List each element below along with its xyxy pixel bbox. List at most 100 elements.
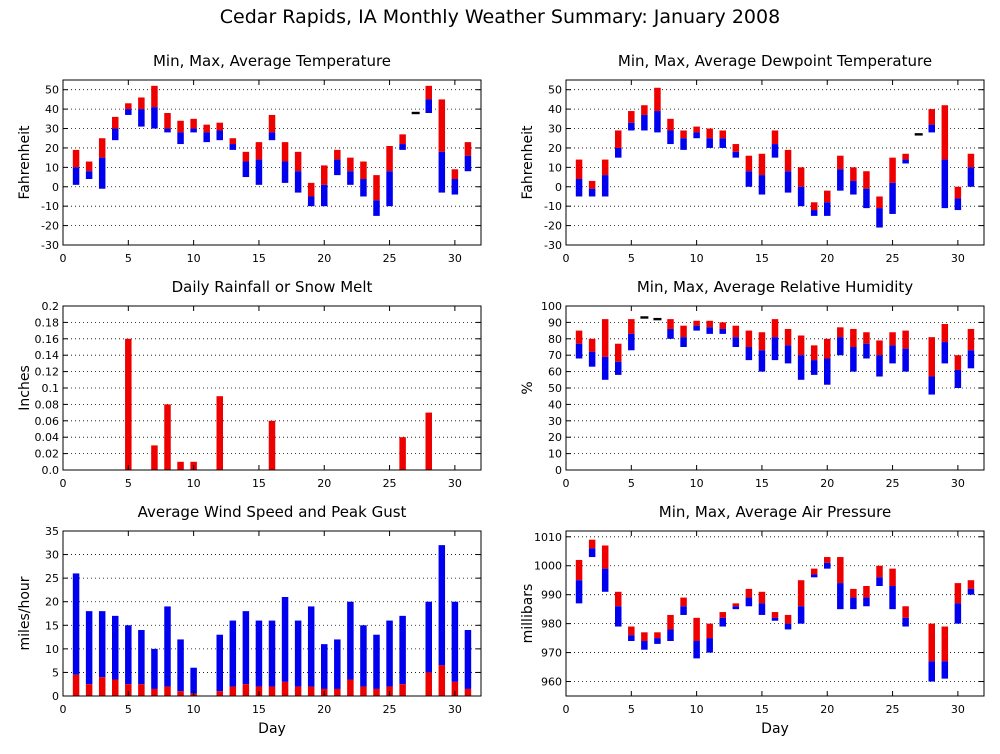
bar-lower <box>588 188 596 197</box>
x-tick-label: 10 <box>187 477 201 490</box>
bar-upper <box>967 153 975 168</box>
bar-upper <box>797 167 805 187</box>
bar-upper <box>889 157 896 183</box>
bar-lower <box>719 138 726 148</box>
bar-avg <box>268 686 276 696</box>
bar-avg <box>334 688 341 696</box>
bar-upper <box>294 151 302 172</box>
bar-peak <box>151 648 158 689</box>
bar-upper <box>850 328 857 347</box>
bar-upper <box>601 319 609 357</box>
bar-lower <box>347 171 354 185</box>
bar-avg <box>399 684 406 696</box>
x-tick-label: 25 <box>383 252 397 265</box>
y-tick-label: 980 <box>541 618 562 631</box>
x-tick-label: 5 <box>125 252 132 265</box>
chart-title: Min, Max, Average Temperature <box>153 52 391 70</box>
bar-peak <box>177 639 184 692</box>
bar-lower <box>425 99 432 113</box>
bar-upper <box>680 597 687 607</box>
bar-upper <box>615 343 622 362</box>
bar-lower <box>680 138 687 150</box>
bar-upper <box>628 111 635 123</box>
bar-lower <box>177 132 184 145</box>
y-tick-label: 990 <box>541 589 562 602</box>
bar-upper <box>615 591 622 607</box>
bar-avg <box>164 686 171 696</box>
y-tick-label: 25 <box>45 572 59 585</box>
bar-lower <box>706 138 713 148</box>
x-tick-label: 5 <box>125 703 132 716</box>
y-tick-label: 0.16 <box>35 333 60 346</box>
bar-upper <box>941 626 949 662</box>
bar-upper <box>745 330 753 347</box>
bar-upper <box>928 623 935 662</box>
bar-lower <box>399 144 406 150</box>
bar-upper <box>255 142 263 160</box>
bar-lower <box>954 369 962 388</box>
chart-title: Min, Max, Average Air Pressure <box>659 503 891 521</box>
bar-upper <box>810 345 818 361</box>
y-tick-label: 35 <box>45 525 59 538</box>
bar-avg <box>138 684 145 696</box>
y-tick-label: 40 <box>548 103 562 116</box>
bar-upper <box>575 159 583 179</box>
bar-upper <box>268 114 276 133</box>
bar-lower <box>588 351 596 367</box>
bar-lower <box>902 348 909 372</box>
y-tick-label: 20 <box>45 596 59 609</box>
bar-upper <box>771 130 779 145</box>
x-tick-label: 15 <box>755 252 769 265</box>
bar-lower <box>98 157 106 189</box>
bar-lower <box>902 617 909 627</box>
bar-upper <box>425 85 432 100</box>
bar-peak <box>125 625 132 685</box>
x-tick-label: 0 <box>563 703 570 716</box>
bar-upper <box>654 87 661 112</box>
chart-title: Min, Max, Average Relative Humidity <box>637 278 913 296</box>
bar-lower <box>954 198 962 211</box>
bar-avg <box>438 665 446 696</box>
bar-lower <box>601 568 609 592</box>
bar-avg <box>464 688 472 696</box>
y-tick-label: -20 <box>41 220 59 233</box>
bar-upper <box>706 623 713 639</box>
plot-frame <box>565 79 985 246</box>
bar-upper <box>771 319 779 338</box>
bar-peak <box>98 611 106 678</box>
bar-upper <box>112 116 119 129</box>
bar-lower <box>601 356 609 380</box>
bar-lower <box>85 171 93 179</box>
bar-lower <box>138 109 145 127</box>
bar <box>216 396 223 470</box>
bar-upper <box>850 167 857 181</box>
bar-upper <box>242 151 250 162</box>
y-tick-label: 20 <box>548 431 562 444</box>
x-tick-label: 5 <box>628 252 635 265</box>
bar-avg <box>451 681 459 696</box>
bar-upper <box>138 97 145 110</box>
y-tick-label: 970 <box>541 647 562 660</box>
y-tick-label: 30 <box>45 549 59 562</box>
x-tick-label: 10 <box>187 703 201 716</box>
plot-frame <box>62 530 482 697</box>
bar-upper <box>732 325 740 338</box>
bar-lower <box>954 603 962 624</box>
y-tick-label: 0.04 <box>35 431 60 444</box>
bar-peak <box>190 667 197 694</box>
bar-upper <box>373 175 380 201</box>
y-tick-label: 90 <box>548 316 562 329</box>
y-tick-label: 0 <box>555 181 562 194</box>
bar-lower <box>601 175 609 197</box>
bar-peak <box>242 611 250 685</box>
bar-upper <box>758 591 766 604</box>
x-tick-label: 25 <box>886 477 900 490</box>
avg-marker <box>914 133 923 136</box>
bar-peak <box>334 639 341 689</box>
bar-lower <box>745 171 753 187</box>
bar-upper <box>850 588 857 598</box>
bar-upper <box>667 614 674 630</box>
bar-lower <box>837 583 844 610</box>
chart-rain: 0.0 0.02 0.04 0.06 0.08 0.1 0.12 0.14 0.16 0.18 0.… <box>17 278 482 490</box>
bar-peak <box>386 620 393 687</box>
